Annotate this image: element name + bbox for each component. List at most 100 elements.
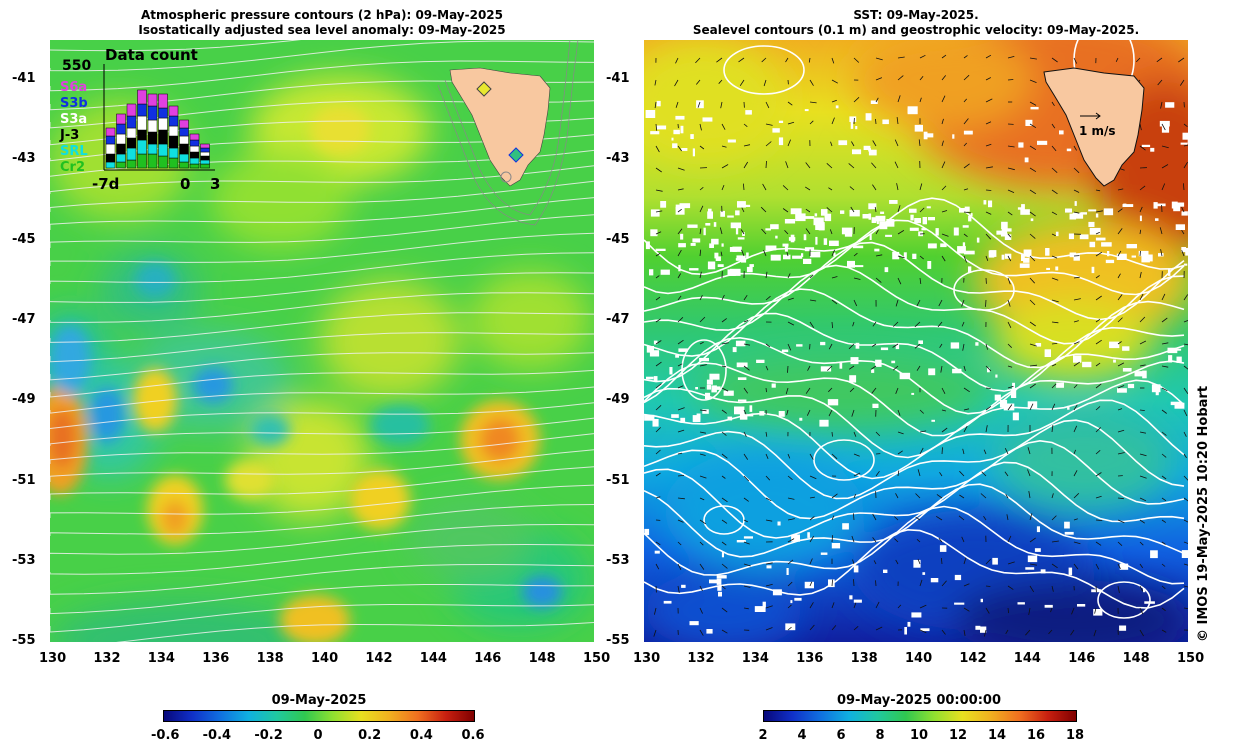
cloud-patch: [994, 394, 1001, 401]
cloud-patch: [849, 116, 857, 122]
cloud-patch: [1095, 237, 1106, 241]
velocity-arrow: [985, 343, 988, 350]
velocity-arrow: [677, 228, 683, 235]
velocity-arrow: [980, 493, 987, 499]
cloud-patch: [756, 359, 765, 363]
cloud-patch: [749, 264, 754, 267]
cloud-patch: [746, 266, 753, 273]
velocity-arrow: [806, 409, 811, 416]
cloud-patch: [794, 597, 802, 601]
velocity-arrow: [1007, 211, 1013, 216]
cloud-patch: [1064, 521, 1070, 529]
pressure-contour-line: [50, 523, 594, 555]
cloud-patch: [689, 268, 699, 271]
velocity-arrow: [1051, 493, 1054, 499]
cloud-patch: [883, 569, 888, 573]
velocity-arrow: [1181, 207, 1185, 213]
cloud-patch: [742, 232, 745, 236]
cloud-patch: [706, 384, 711, 390]
velocity-arrow: [1161, 629, 1167, 633]
cloud-patch: [709, 579, 718, 584]
velocity-arrow: [743, 387, 749, 394]
cloud-patch: [720, 210, 725, 217]
velocity-arrow: [1183, 453, 1187, 459]
cloud-patch: [1131, 255, 1136, 258]
cloud-patch: [1030, 218, 1034, 222]
cloud-patch: [645, 110, 656, 118]
velocity-arrow: [1117, 362, 1125, 367]
cloud-patch: [970, 213, 973, 217]
velocity-arrow: [743, 541, 750, 545]
velocity-arrow: [874, 206, 877, 213]
velocity-arrow: [695, 57, 701, 64]
velocity-arrow: [1051, 363, 1057, 367]
velocity-arrow: [961, 321, 965, 327]
velocity-arrow: [699, 364, 707, 367]
velocity-arrow: [655, 145, 660, 153]
inset-bar-segment: [147, 143, 158, 155]
cloud-patch: [1155, 388, 1159, 396]
velocity-arrow: [875, 431, 881, 437]
cloud-patch: [737, 201, 746, 208]
velocity-arrow: [677, 208, 682, 213]
inset-bar-segment: [126, 159, 137, 169]
velocity-arrow: [765, 160, 767, 169]
inset-x-zero: 0: [180, 175, 191, 193]
velocity-arrow: [1007, 343, 1012, 348]
velocity-arrow: [849, 186, 855, 191]
left-x-tick-134: 134: [147, 651, 175, 666]
sealevel-contour-line: [644, 399, 1185, 480]
cloud-patch: [1080, 212, 1087, 215]
velocity-arrow: [1161, 409, 1167, 414]
cloud-patch: [646, 346, 654, 353]
velocity-arrow: [915, 516, 921, 521]
velocity-arrow: [677, 563, 682, 570]
velocity-arrow: [1093, 629, 1097, 637]
cloud-patch: [778, 411, 785, 417]
velocity-arrow: [1006, 514, 1009, 521]
inset-bar-segment: [200, 155, 210, 161]
cloud-patch: [1095, 213, 1099, 218]
cloud-patch: [727, 215, 734, 218]
inset-bar-segment: [116, 161, 126, 169]
cloud-patch: [818, 224, 825, 231]
velocity-arrow: [1051, 383, 1057, 389]
velocity-arrow: [1025, 629, 1031, 636]
geostrophic-velocity-arrows: [653, 54, 1188, 637]
cloud-patch: [1119, 625, 1127, 631]
cloud-patch: [953, 227, 959, 236]
cloud-patch: [678, 348, 688, 352]
velocity-arrow: [809, 602, 814, 609]
velocity-arrow: [985, 299, 987, 307]
cloud-patch: [1181, 550, 1188, 558]
inset-bar-segment: [137, 89, 147, 105]
cloud-patch: [907, 106, 918, 115]
cloud-patch: [1142, 370, 1147, 379]
velocity-arrow: [787, 518, 795, 521]
velocity-arrow: [655, 275, 660, 279]
cloud-patch: [1101, 242, 1112, 247]
velocity-arrow: [831, 493, 838, 499]
velocity-arrow: [741, 207, 745, 213]
velocity-arrow: [765, 431, 768, 437]
cloud-patch: [1122, 346, 1130, 351]
cloud-patch: [865, 113, 872, 121]
velocity-arrow: [897, 450, 903, 455]
velocity-arrow: [1007, 167, 1015, 171]
velocity-arrow: [721, 294, 725, 301]
pressure-contour-line: [50, 272, 594, 303]
velocity-arrow: [963, 98, 968, 103]
velocity-arrow: [872, 537, 877, 543]
velocity-arrow: [1070, 629, 1075, 636]
velocity-arrow: [1029, 145, 1037, 151]
inset-legend-j-3: J-3: [60, 128, 80, 143]
velocity-arrow: [699, 145, 705, 150]
velocity-arrow: [654, 607, 657, 615]
cloud-patch: [1141, 144, 1151, 147]
inset-title: Data count: [105, 46, 198, 64]
velocity-arrow: [984, 629, 987, 637]
velocity-arrow: [939, 472, 943, 477]
velocity-arrow: [831, 117, 835, 125]
cloud-patch: [772, 589, 782, 596]
velocity-arrow: [1095, 427, 1102, 433]
